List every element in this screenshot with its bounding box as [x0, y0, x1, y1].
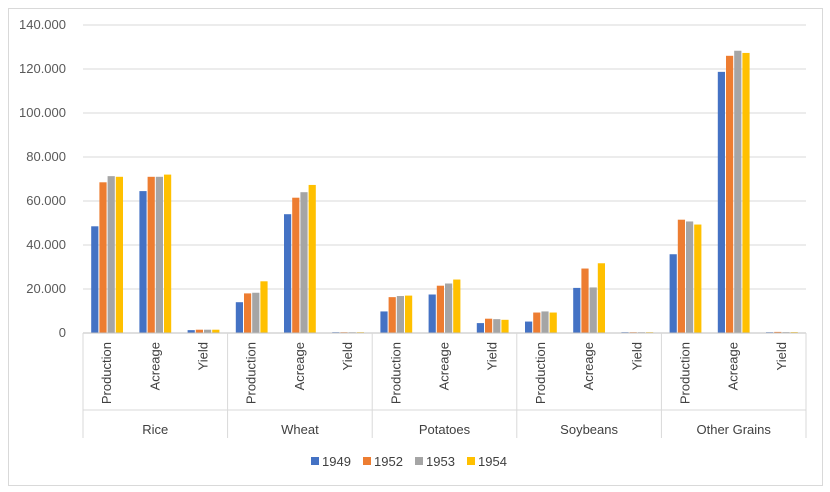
- bar: [541, 311, 549, 333]
- bar: [380, 311, 388, 333]
- bar: [388, 297, 396, 333]
- bar: [726, 55, 734, 334]
- x-subcategory-label: Yield: [485, 342, 500, 370]
- legend-swatch: [415, 457, 423, 465]
- bar: [252, 292, 260, 333]
- bar: [235, 302, 243, 333]
- legend-swatch: [467, 457, 475, 465]
- bar: [155, 176, 163, 333]
- x-subcategory-label: Yield: [774, 342, 789, 370]
- x-subcategory-label: Production: [388, 342, 403, 404]
- x-subcategory-label: Production: [244, 342, 259, 404]
- bar: [717, 71, 725, 334]
- bar: [308, 184, 316, 333]
- bar: [91, 226, 99, 333]
- bar: [244, 293, 252, 333]
- x-subcategory-label: Acreage: [147, 342, 162, 390]
- x-subcategory-label: Yield: [196, 342, 211, 370]
- x-subcategory-label: Acreage: [726, 342, 741, 390]
- bar: [485, 318, 493, 333]
- bar: [581, 268, 589, 333]
- y-tick-label: 60.000: [26, 193, 66, 208]
- x-subcategory-label: Yield: [340, 342, 355, 370]
- legend-label: 1953: [426, 454, 455, 469]
- x-group-label: Potatoes: [419, 422, 471, 437]
- y-tick-label: 140.000: [19, 17, 66, 32]
- bar: [212, 329, 220, 333]
- bar: [677, 219, 685, 333]
- bar: [405, 295, 413, 333]
- bar: [164, 174, 172, 333]
- x-subcategory-label: Acreage: [581, 342, 596, 390]
- x-subcategory-label: Production: [678, 342, 693, 404]
- bar: [734, 50, 742, 334]
- bar: [195, 329, 203, 333]
- x-subcategory-label: Production: [99, 342, 114, 404]
- bar: [396, 296, 404, 333]
- bar: [107, 176, 115, 333]
- bar: [284, 214, 292, 333]
- legend-label: 1954: [478, 454, 507, 469]
- bar: [742, 52, 750, 333]
- x-subcategory-label: Acreage: [437, 342, 452, 390]
- x-group-label: Wheat: [281, 422, 319, 437]
- bar: [453, 279, 461, 333]
- x-subcategory-label: Yield: [629, 342, 644, 370]
- x-subcategory-label: Acreage: [292, 342, 307, 390]
- legend-swatch: [363, 457, 371, 465]
- y-tick-label: 20.000: [26, 281, 66, 296]
- y-tick-label: 80.000: [26, 149, 66, 164]
- bar: [292, 197, 300, 333]
- x-subcategory-label: Production: [533, 342, 548, 404]
- legend-swatch: [311, 457, 319, 465]
- bar: [686, 221, 694, 333]
- bar: [525, 321, 533, 333]
- bar: [501, 319, 509, 333]
- x-group-label: Rice: [142, 422, 168, 437]
- bar: [428, 294, 436, 333]
- bar: [260, 281, 268, 333]
- bar: [573, 287, 581, 333]
- bar: [476, 323, 484, 333]
- bar: [204, 329, 212, 333]
- bar: [694, 224, 702, 333]
- bar: [436, 285, 444, 333]
- bar: [445, 283, 453, 333]
- x-group-label: Other Grains: [696, 422, 771, 437]
- bar: [139, 191, 147, 333]
- legend-label: 1949: [322, 454, 351, 469]
- bar: [147, 176, 155, 333]
- bar: [493, 319, 501, 333]
- x-group-label: Soybeans: [560, 422, 618, 437]
- y-tick-label: 120.000: [19, 61, 66, 76]
- bar: [549, 312, 557, 333]
- bar: [774, 331, 782, 333]
- y-tick-label: 100.000: [19, 105, 66, 120]
- bar: [597, 263, 605, 333]
- bar: [669, 254, 677, 333]
- bar: [300, 192, 308, 333]
- bar: [187, 330, 195, 333]
- bar: [115, 176, 123, 333]
- y-tick-label: 40.000: [26, 237, 66, 252]
- y-tick-label: 0: [59, 325, 66, 340]
- bar: [533, 312, 541, 333]
- legend-label: 1952: [374, 454, 403, 469]
- bar: [99, 182, 107, 333]
- bar: [589, 287, 597, 333]
